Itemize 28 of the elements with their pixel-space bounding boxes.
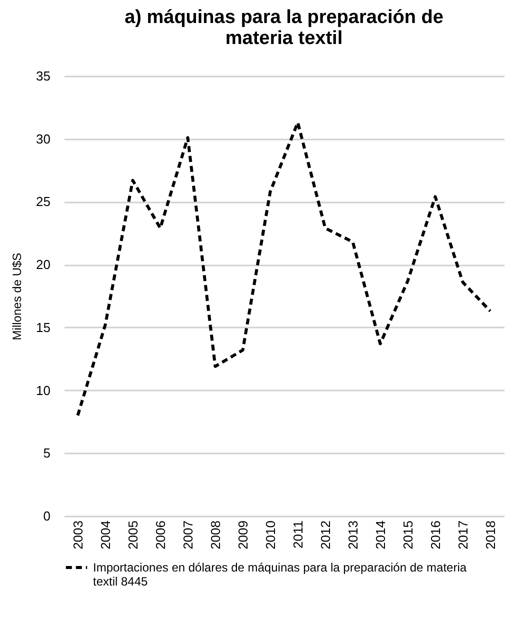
chart-title: a) máquinas para la preparación de materia textil: [124, 7, 444, 49]
x-tick-label: 2008: [208, 520, 223, 550]
x-tick-label: 2006: [152, 520, 168, 550]
x-tick-label: 2015: [400, 520, 416, 550]
y-tick-label: 0: [43, 508, 50, 524]
x-tick-label: 2017: [455, 520, 470, 550]
x-tick-label: 2007: [180, 520, 196, 550]
x-tick-label: 2012: [318, 520, 333, 550]
x-tick-label: 2010: [262, 520, 278, 550]
x-tick-label: 2014: [372, 520, 388, 550]
x-tick-label: 2018: [482, 520, 498, 550]
x-tick-label: 2004: [98, 520, 113, 550]
y-tick-label: 10: [36, 382, 50, 398]
x-tick-label: 2009: [235, 520, 250, 550]
y-tick-label: 15: [36, 320, 50, 335]
legend-label: Importaciones en dólares de máquinas para la preparación de materia textil 8445: [93, 560, 467, 588]
line-series: [76, 121, 492, 417]
x-tick-label: 2013: [345, 520, 360, 550]
y-tick-label: 20: [36, 257, 50, 272]
x-tick-label: 2003: [70, 520, 86, 550]
x-tick-label: 2005: [125, 520, 140, 550]
y-tick-label: 35: [36, 68, 50, 84]
y-tick-label: 30: [36, 131, 50, 146]
x-tick-label: 2011: [290, 520, 306, 548]
y-axis-title: Millones de U$S: [10, 252, 24, 340]
y-tick-label: 5: [43, 446, 50, 461]
x-tick-label: 2016: [428, 520, 443, 550]
y-tick-label: 25: [36, 194, 50, 210]
